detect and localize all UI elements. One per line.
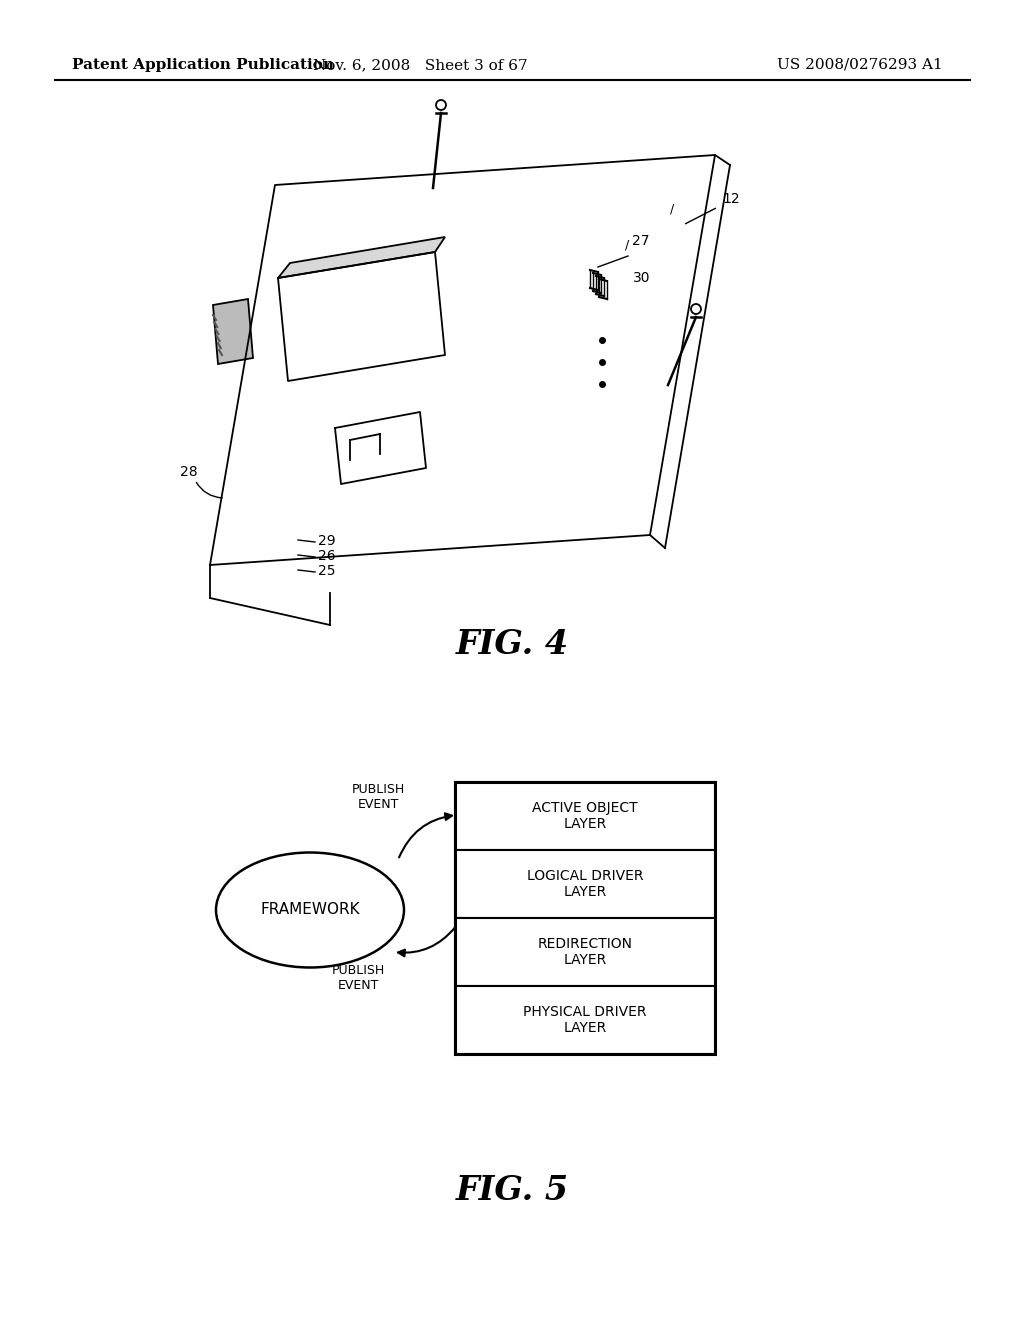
Polygon shape (278, 238, 445, 279)
Bar (455, 781, 715, 850)
Text: PUBLISH
EVENT: PUBLISH EVENT (332, 964, 385, 993)
Ellipse shape (216, 853, 404, 968)
Text: 28: 28 (180, 465, 198, 479)
Text: FIG. 5: FIG. 5 (456, 1173, 568, 1206)
Bar (455, 850, 715, 917)
Text: 25: 25 (318, 564, 336, 578)
Bar (455, 986, 715, 1053)
Text: PUBLISH
EVENT: PUBLISH EVENT (351, 783, 404, 810)
Polygon shape (213, 300, 253, 364)
Text: FRAMEWORK: FRAMEWORK (260, 903, 359, 917)
Text: LOGICAL DRIVER
LAYER: LOGICAL DRIVER LAYER (526, 869, 643, 899)
Text: PHYSICAL DRIVER
LAYER: PHYSICAL DRIVER LAYER (523, 1005, 647, 1035)
Text: FIG. 4: FIG. 4 (456, 628, 568, 661)
Text: ACTIVE OBJECT
LAYER: ACTIVE OBJECT LAYER (532, 801, 638, 832)
Text: US 2008/0276293 A1: US 2008/0276293 A1 (777, 58, 943, 73)
Text: 29: 29 (318, 535, 336, 548)
Text: /: / (625, 238, 630, 251)
Bar (455, 917, 715, 986)
Text: 12: 12 (722, 191, 739, 206)
Text: 30: 30 (633, 271, 650, 285)
Text: Patent Application Publication: Patent Application Publication (72, 58, 334, 73)
Text: 27: 27 (632, 234, 649, 248)
Text: Nov. 6, 2008   Sheet 3 of 67: Nov. 6, 2008 Sheet 3 of 67 (312, 58, 527, 73)
Text: /: / (670, 202, 674, 215)
Text: 26: 26 (318, 549, 336, 564)
Bar (455, 781, 715, 1053)
Text: REDIRECTION
LAYER: REDIRECTION LAYER (538, 937, 633, 968)
